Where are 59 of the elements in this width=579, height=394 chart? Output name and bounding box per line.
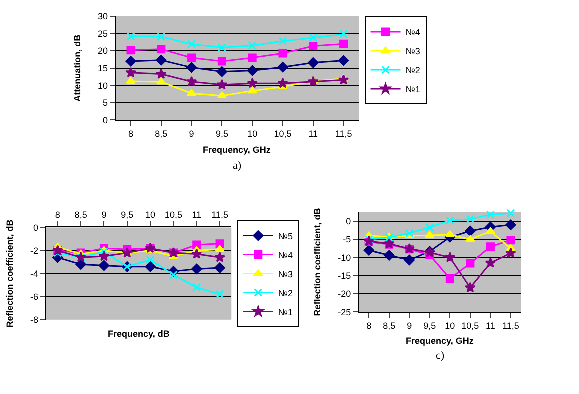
x-tick-label: 11 [486, 321, 496, 331]
y-tick-label: 0 [34, 222, 39, 233]
x-tick-label: 9,5 [216, 129, 228, 139]
x-axis-title: Frequency, dB [108, 329, 170, 339]
y-tick-label: -6 [30, 292, 39, 302]
legend-label: №2 [406, 66, 420, 76]
y-tick-label: -8 [30, 315, 39, 326]
y-tick-label: -10 [338, 252, 352, 263]
x-axis-title: Frequency, GHz [406, 336, 474, 346]
x-tick-label: 10 [445, 321, 456, 331]
x-tick-label: 9,5 [121, 210, 134, 220]
x-tick-label: 11,5 [335, 129, 352, 139]
x-tick-label: 8 [55, 210, 60, 220]
legend-label: №3 [278, 269, 294, 280]
legend-label: №4 [406, 28, 420, 38]
legend-label: №1 [406, 84, 420, 95]
y-tick-label: 0 [102, 115, 108, 126]
y-axis-title: Attenuation, dB [72, 34, 82, 102]
x-tick-label: 8 [366, 321, 372, 331]
y-axis-title: Reflection coefficient, dB [312, 208, 323, 316]
x-tick-label: 9,5 [424, 321, 436, 331]
x-tick-label: 8,5 [155, 129, 168, 139]
text: c) [436, 350, 445, 362]
y-tick-label: -20 [338, 289, 352, 300]
y-tick-label: -4 [30, 268, 39, 279]
y-tick-label: 5 [102, 98, 108, 108]
y-tick-label: -2 [30, 246, 39, 256]
x-tick-label: 10,5 [274, 129, 292, 139]
y-tick-label: -25 [338, 307, 352, 318]
x-tick-label: 11 [308, 129, 318, 139]
x-tick-label: 10,5 [164, 210, 182, 220]
y-tick-label: 25 [98, 28, 108, 39]
x-tick-label: 10 [146, 210, 156, 220]
text: a) [233, 160, 242, 172]
x-tick-label: 9 [189, 129, 194, 139]
y-tick-label: 30 [98, 12, 108, 22]
y-tick-label: 10 [98, 80, 108, 91]
legend-label: №3 [406, 46, 420, 57]
y-tick-label: -5 [343, 234, 352, 245]
legend-label: №4 [278, 250, 294, 260]
x-tick-label: 10,5 [462, 321, 480, 331]
x-tick-label: 8,5 [74, 210, 88, 220]
y-tick-label: 15 [98, 64, 108, 74]
x-tick-label: 8 [128, 129, 134, 139]
y-tick-label: 0 [346, 216, 352, 227]
x-tick-label: 9 [102, 210, 107, 220]
legend-label: №1 [278, 307, 294, 318]
x-axis-title: Frequency, GHz [203, 145, 272, 155]
y-tick-label: -15 [338, 271, 352, 282]
legend-label: №5 [278, 231, 294, 242]
x-tick-label: 10 [248, 129, 258, 139]
y-axis-title: Reflection coefficient, dB [4, 219, 15, 328]
x-tick-label: 9 [407, 321, 412, 331]
x-tick-label: 8,5 [383, 321, 396, 331]
x-tick-label: 11,5 [502, 321, 520, 331]
y-tick-label: 20 [98, 46, 108, 56]
x-tick-label: 11 [192, 210, 202, 220]
legend-label: №2 [278, 288, 294, 298]
x-tick-label: 11,5 [212, 210, 228, 220]
